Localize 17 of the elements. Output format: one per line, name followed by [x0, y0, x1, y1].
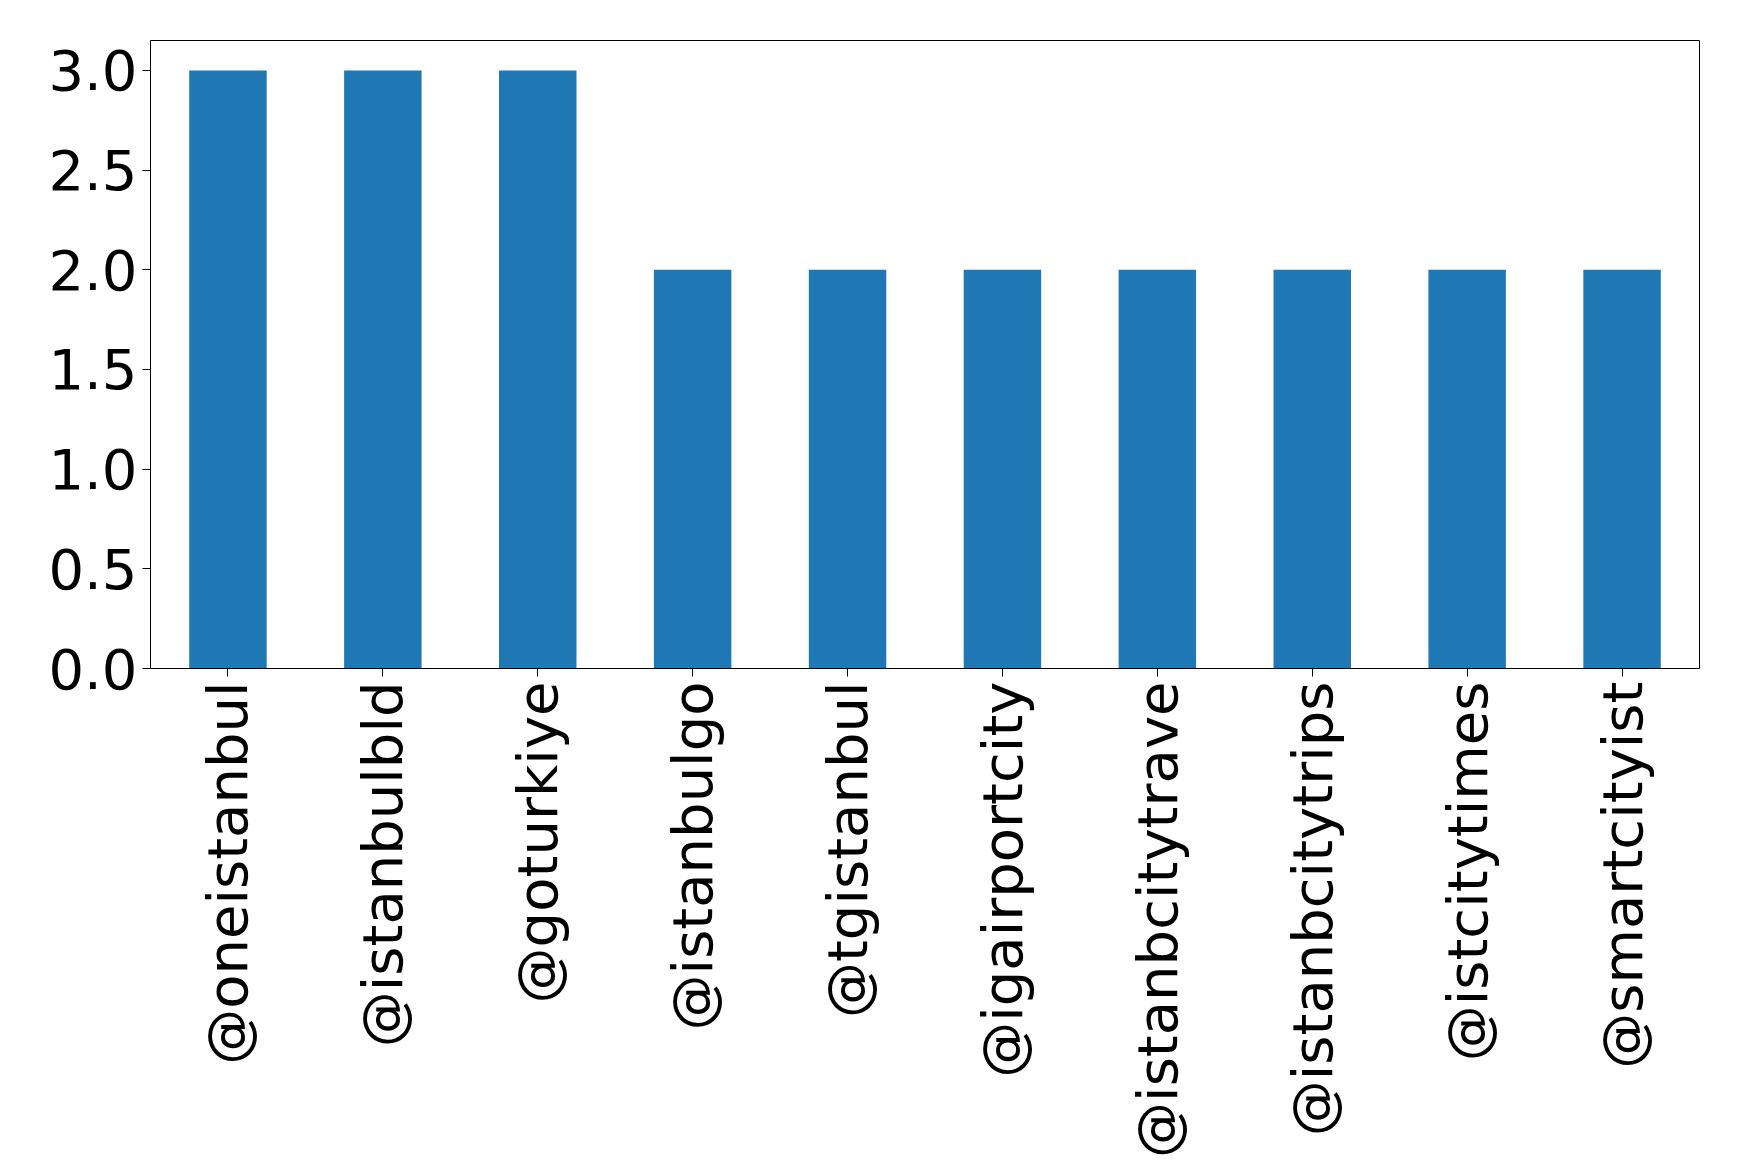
- x-tick-label: @istcitytimes: [1434, 681, 1500, 1062]
- y-tick-label: 2.5: [48, 138, 138, 204]
- x-tick-label: @istanbcitytrips: [1279, 681, 1345, 1137]
- x-tick-label: @istanbcitytrave: [1124, 681, 1190, 1158]
- y-tick-label: 2.0: [48, 237, 138, 303]
- x-tick-label: @tgistanbul: [815, 681, 881, 1019]
- x-tick-label: @igairportcity: [969, 681, 1035, 1078]
- x-tick-label: @smartcityist: [1589, 681, 1655, 1069]
- y-tick-label: 1.0: [48, 437, 138, 503]
- y-tick-label: 3.0: [48, 38, 138, 104]
- y-tick-label: 1.5: [48, 337, 138, 403]
- x-tick-label: @oneistanbul: [195, 681, 261, 1065]
- x-tick-label: @goturkiye: [505, 681, 571, 1004]
- y-tick-label: 0.0: [48, 636, 138, 702]
- y-tick-label: 0.5: [48, 536, 138, 602]
- x-tick-label: @istanbulgo: [660, 681, 726, 1031]
- x-tick-label: @istanbulbld: [350, 681, 416, 1048]
